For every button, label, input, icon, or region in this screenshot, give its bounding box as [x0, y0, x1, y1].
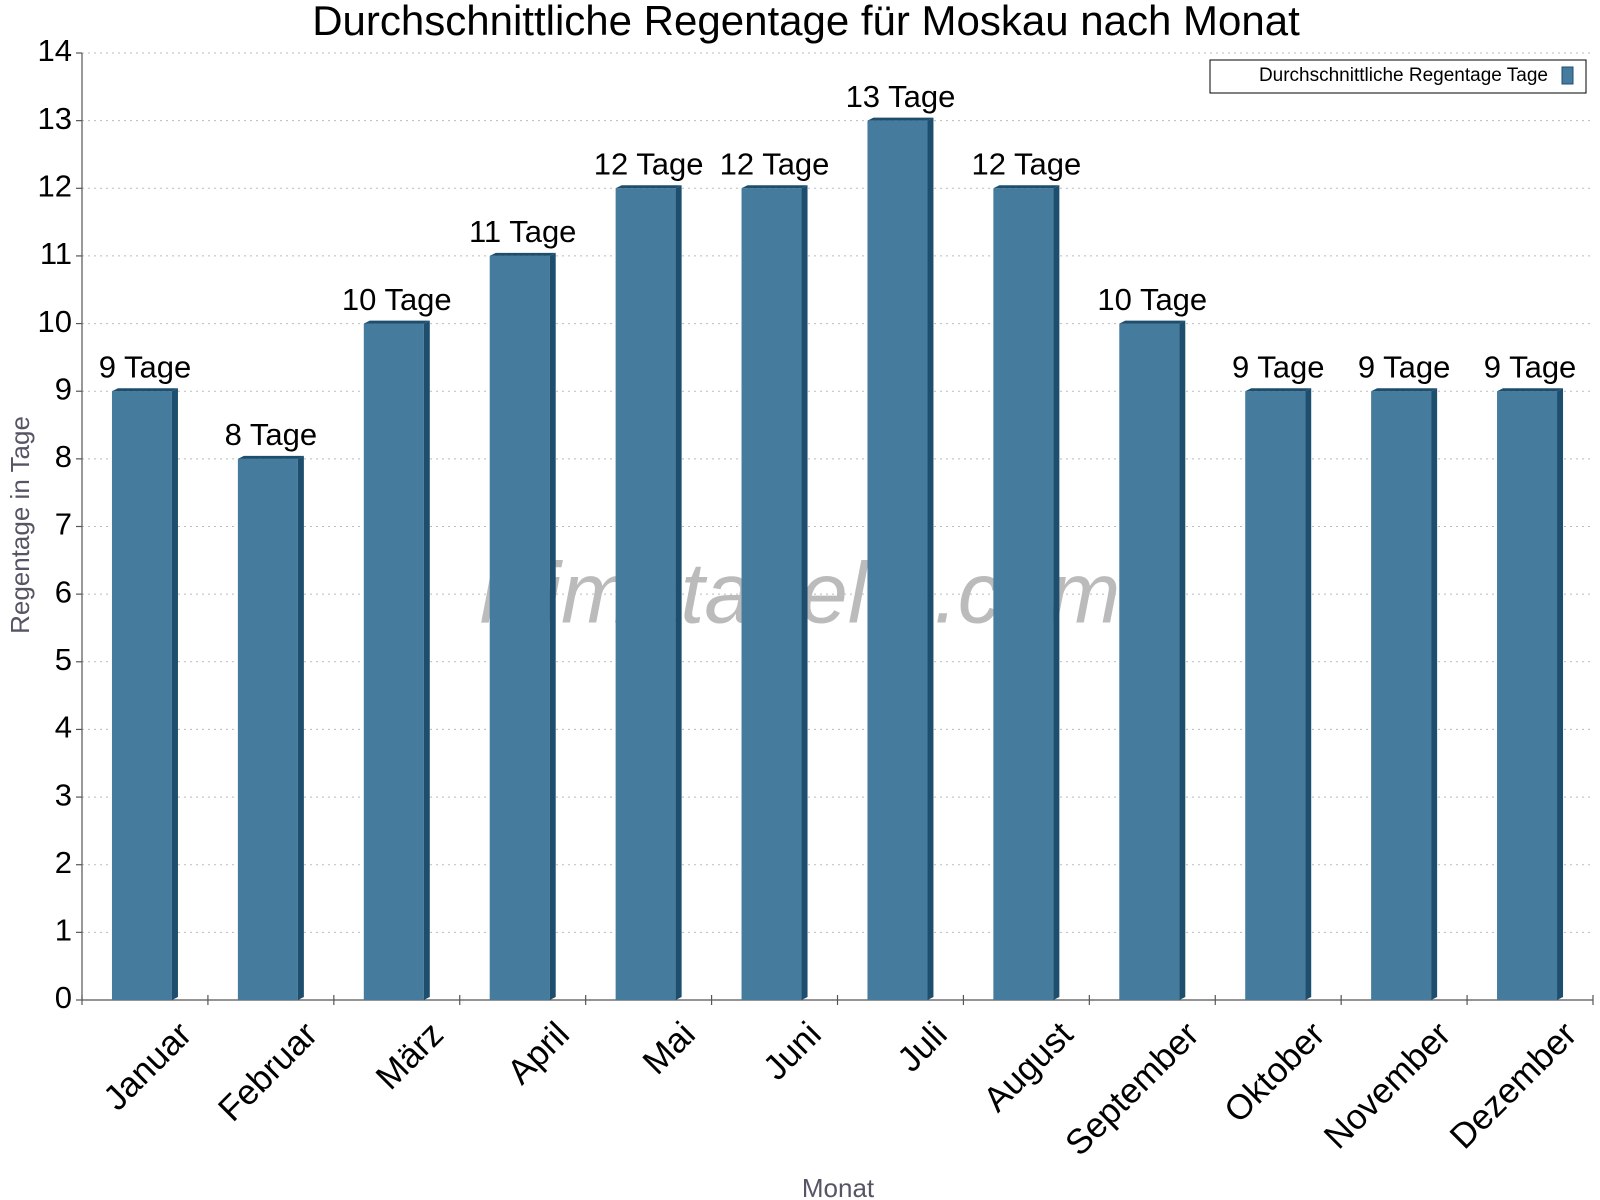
x-tick-label: Juli — [890, 1015, 955, 1080]
value-label: 10 Tage — [342, 282, 452, 317]
value-label: 12 Tage — [594, 146, 704, 181]
y-tick-label: 1 — [55, 913, 72, 948]
y-axis-label: Regentage in Tage — [5, 416, 35, 634]
bar — [741, 185, 808, 1001]
y-tick-label: 8 — [55, 439, 72, 474]
y-tick-label: 12 — [38, 168, 72, 203]
value-label: 12 Tage — [971, 146, 1081, 181]
y-tick-label: 11 — [40, 236, 72, 271]
legend-box — [1209, 59, 1587, 94]
x-tick-label: Oktober — [1217, 1014, 1333, 1130]
y-tick-label: 5 — [55, 642, 72, 677]
value-label: 13 Tage — [846, 79, 956, 114]
bar — [489, 252, 556, 1000]
y-tick-label: 7 — [55, 507, 72, 542]
x-tick-label: Januar — [96, 1014, 199, 1117]
value-label: 10 Tage — [1097, 282, 1207, 317]
y-tick-label: 3 — [55, 777, 72, 812]
chart-title: Durchschnittliche Regentage für Moskau n… — [312, 0, 1300, 44]
y-tick-label: 4 — [55, 710, 72, 745]
y-tick-label: 0 — [55, 980, 72, 1015]
y-tick-label: 10 — [38, 304, 72, 339]
x-tick-label: Dezember — [1442, 1014, 1584, 1156]
y-tick-label: 13 — [38, 101, 72, 136]
y-tick-label: 14 — [38, 33, 72, 68]
x-tick-label: August — [976, 1014, 1081, 1119]
value-label: 9 Tage — [1484, 349, 1577, 384]
legend-label: Durchschnittliche Regentage Tage — [1259, 65, 1548, 86]
x-tick-label: März — [368, 1015, 451, 1098]
x-tick-label: April — [500, 1015, 577, 1092]
x-axis-label: Monat — [802, 1173, 875, 1200]
bar — [1371, 388, 1438, 1000]
x-tick-label: Februar — [211, 1014, 325, 1128]
x-tick-label: Juni — [756, 1015, 829, 1088]
value-label: 8 Tage — [225, 417, 318, 452]
value-label: 9 Tage — [1358, 349, 1451, 384]
y-tick-label: 2 — [55, 845, 72, 880]
bar — [111, 388, 178, 1000]
x-tick-label: Mai — [635, 1015, 702, 1082]
x-tick-label: November — [1317, 1014, 1459, 1156]
value-label: 11 Tage — [469, 214, 576, 249]
value-label: 9 Tage — [1232, 349, 1325, 384]
bar — [363, 320, 430, 1001]
value-label: 9 Tage — [99, 349, 192, 384]
value-label: 12 Tage — [720, 146, 830, 181]
bar — [993, 185, 1060, 1001]
bar — [615, 185, 682, 1001]
x-tick-label: September — [1058, 1014, 1207, 1163]
y-tick-label: 9 — [55, 371, 72, 406]
bar — [1497, 388, 1564, 1000]
bar — [1119, 320, 1186, 1001]
legend: Durchschnittliche Regentage Tage — [1209, 59, 1587, 94]
bar — [867, 117, 934, 1000]
bar — [1245, 388, 1312, 1000]
legend-swatch — [1561, 66, 1574, 85]
bar — [237, 455, 304, 1000]
y-tick-label: 6 — [55, 574, 72, 609]
